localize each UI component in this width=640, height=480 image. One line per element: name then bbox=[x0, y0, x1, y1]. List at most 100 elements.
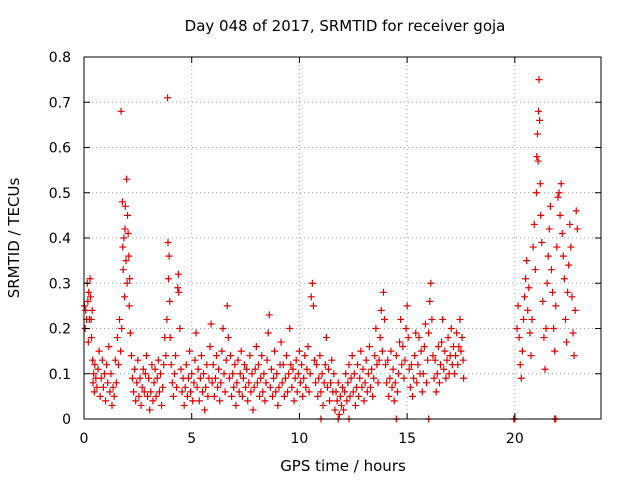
data-point bbox=[100, 370, 108, 378]
data-point bbox=[252, 343, 260, 351]
data-point bbox=[121, 202, 129, 210]
data-point bbox=[174, 284, 182, 292]
data-point bbox=[516, 361, 524, 369]
data-point bbox=[361, 379, 369, 387]
data-point bbox=[153, 374, 161, 382]
x-tick-label: 5 bbox=[187, 431, 196, 447]
data-point bbox=[379, 288, 387, 296]
data-point bbox=[203, 361, 211, 369]
data-point bbox=[326, 397, 334, 405]
data-point bbox=[96, 392, 104, 400]
data-point bbox=[533, 130, 541, 138]
data-point bbox=[354, 361, 362, 369]
data-point bbox=[460, 374, 468, 382]
data-point bbox=[547, 266, 555, 274]
data-point bbox=[395, 370, 403, 378]
data-point bbox=[102, 397, 110, 405]
data-point bbox=[568, 293, 576, 301]
data-point bbox=[188, 370, 196, 378]
data-point bbox=[84, 338, 92, 346]
data-point bbox=[99, 383, 107, 391]
data-point bbox=[190, 379, 198, 387]
data-point bbox=[105, 343, 113, 351]
data-point bbox=[163, 315, 171, 323]
data-point bbox=[263, 356, 271, 364]
data-point bbox=[335, 410, 343, 418]
data-point bbox=[527, 352, 535, 360]
data-point bbox=[231, 361, 239, 369]
data-point bbox=[136, 374, 144, 382]
data-point bbox=[438, 338, 446, 346]
data-point bbox=[401, 356, 409, 364]
x-tick-label: 10 bbox=[291, 431, 309, 447]
data-point bbox=[226, 352, 234, 360]
data-point bbox=[155, 388, 163, 396]
data-point bbox=[432, 388, 440, 396]
data-point bbox=[94, 365, 102, 373]
data-point bbox=[535, 107, 543, 115]
data-point bbox=[280, 392, 288, 400]
data-point bbox=[337, 401, 345, 409]
data-point bbox=[560, 275, 568, 283]
data-point bbox=[137, 401, 145, 409]
data-point bbox=[314, 392, 322, 400]
data-point bbox=[264, 329, 272, 337]
data-point bbox=[116, 315, 124, 323]
data-point bbox=[228, 392, 236, 400]
data-point bbox=[221, 388, 229, 396]
data-point bbox=[455, 343, 463, 351]
data-point bbox=[350, 370, 358, 378]
data-point bbox=[424, 356, 432, 364]
data-point bbox=[245, 379, 253, 387]
data-point bbox=[513, 325, 521, 332]
data-point bbox=[429, 352, 437, 360]
data-point bbox=[164, 94, 172, 102]
data-point bbox=[536, 180, 544, 188]
data-point bbox=[571, 306, 579, 314]
data-point bbox=[528, 315, 536, 323]
data-point bbox=[193, 383, 201, 391]
data-point bbox=[247, 388, 255, 396]
data-point bbox=[172, 352, 180, 360]
data-point bbox=[515, 334, 523, 342]
data-point bbox=[384, 356, 392, 364]
data-point bbox=[530, 220, 538, 228]
data-point bbox=[212, 352, 220, 360]
data-point bbox=[242, 383, 250, 391]
data-point bbox=[409, 392, 417, 400]
data-point bbox=[279, 361, 287, 369]
data-point bbox=[406, 383, 414, 391]
data-point bbox=[119, 266, 127, 274]
data-point bbox=[169, 392, 177, 400]
data-point bbox=[389, 365, 397, 373]
data-point bbox=[176, 325, 184, 332]
data-points bbox=[80, 76, 581, 423]
data-point bbox=[341, 388, 349, 396]
data-point bbox=[532, 189, 540, 197]
data-point bbox=[417, 347, 425, 355]
data-point bbox=[558, 229, 566, 237]
data-point bbox=[537, 211, 545, 219]
data-point bbox=[413, 379, 421, 387]
data-point bbox=[390, 397, 398, 405]
data-point bbox=[324, 365, 332, 373]
data-point bbox=[319, 401, 327, 409]
data-point bbox=[374, 379, 382, 387]
data-point bbox=[308, 279, 316, 287]
data-point bbox=[399, 343, 407, 351]
data-point bbox=[414, 361, 422, 369]
data-point bbox=[253, 379, 261, 387]
data-point bbox=[430, 374, 438, 382]
data-point bbox=[267, 365, 275, 373]
data-point bbox=[519, 315, 527, 323]
data-point bbox=[178, 388, 186, 396]
data-point bbox=[376, 334, 384, 342]
data-point bbox=[415, 334, 423, 342]
data-point bbox=[167, 361, 175, 369]
data-point bbox=[216, 397, 224, 405]
data-point bbox=[567, 243, 575, 251]
data-point bbox=[343, 397, 351, 405]
x-axis-label: GPS time / hours bbox=[280, 457, 406, 475]
data-point bbox=[382, 361, 390, 369]
y-tick-label: 0.4 bbox=[49, 231, 71, 247]
